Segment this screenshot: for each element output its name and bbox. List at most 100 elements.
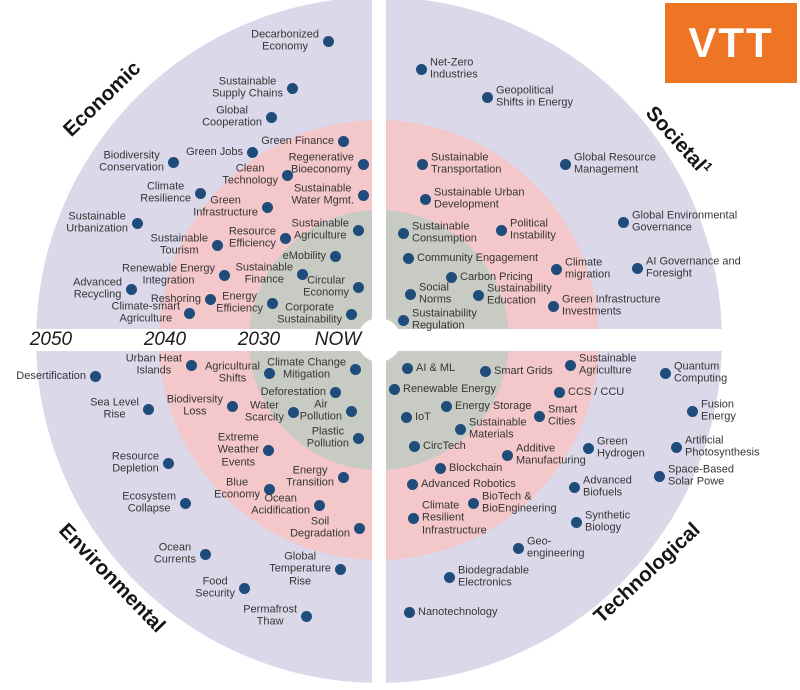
- trend-label: Climate Change Mitigation: [267, 356, 346, 381]
- trend-dot-icon: [329, 250, 341, 262]
- trend-label: Deforestation: [260, 385, 326, 398]
- trend-dot-icon: [406, 478, 418, 490]
- trend-dot-icon: [352, 224, 364, 236]
- trend-label: Regenerative Bioeconomy: [288, 151, 354, 176]
- trend-dot-icon: [352, 432, 364, 444]
- trend-dot-icon: [434, 462, 446, 474]
- trend-label: Green Jobs: [186, 145, 243, 158]
- trend-label: Blockchain: [449, 461, 503, 474]
- trend-dot-icon: [262, 444, 274, 456]
- trend-label: Sustainable Urban Development: [434, 186, 525, 211]
- trend-dot-icon: [407, 512, 419, 524]
- trend-dot-icon: [445, 271, 457, 283]
- trend-label: Climate Resilience: [140, 180, 191, 205]
- trend-label: Water Scarcity: [244, 399, 284, 424]
- trend-dot-icon: [263, 367, 275, 379]
- trend-dot-icon: [287, 406, 299, 418]
- trend-dot-icon: [397, 314, 409, 326]
- trend-dot-icon: [481, 91, 493, 103]
- trend-label: Advanced Robotics: [421, 477, 516, 490]
- trend-label: Agricultural Shifts: [204, 360, 260, 385]
- timeline-label-2030: 2030: [237, 329, 281, 350]
- trend-dot-icon: [401, 362, 413, 374]
- trend-dot-icon: [416, 158, 428, 170]
- trend-label: Sustainable Consumption: [412, 220, 477, 245]
- trend-label: Ocean Acidification: [251, 492, 310, 517]
- trend-dot-icon: [617, 216, 629, 228]
- trend-label: Urban Heat Islands: [125, 352, 182, 377]
- trend-label: Sustainability Education: [487, 282, 552, 307]
- trend-dot-icon: [570, 516, 582, 528]
- trend-dot-icon: [218, 269, 230, 281]
- trend-dot-icon: [337, 471, 349, 483]
- trend-label: Sustainable Supply Chains: [212, 75, 283, 100]
- trend-label: Global Temperature Rise: [269, 550, 331, 588]
- trend-label: Nanotechnology: [418, 605, 498, 618]
- trend-label: Plastic Pollution: [306, 425, 349, 450]
- trend-dot-icon: [400, 411, 412, 423]
- trend-dot-icon: [265, 111, 277, 123]
- center-hub: [357, 318, 401, 362]
- trend-dot-icon: [631, 262, 643, 274]
- trend-label: Climate migration: [565, 256, 611, 281]
- trend-dot-icon: [345, 308, 357, 320]
- trend-dot-icon: [266, 297, 278, 309]
- trend-label: Global Resource Management: [574, 151, 656, 176]
- trend-dot-icon: [659, 367, 671, 379]
- trend-label: Sea Level Rise: [90, 396, 139, 421]
- trend-label: Green Infrastructure Investments: [562, 293, 661, 318]
- trend-label: Blue Economy: [214, 476, 260, 501]
- timeline-label-now: NOW: [314, 329, 362, 350]
- trend-label: Decarbonized Economy: [251, 28, 319, 53]
- trend-label: Community Engagement: [417, 251, 539, 264]
- trend-label: Global Cooperation: [202, 104, 262, 129]
- trend-label: AI & ML: [416, 361, 456, 374]
- trend-label: Desertification: [16, 369, 86, 382]
- trend-dot-icon: [397, 227, 409, 239]
- trend-label: Artificial Photosynthesis: [685, 434, 760, 459]
- trend-dot-icon: [238, 582, 250, 594]
- trend-dot-icon: [443, 571, 455, 583]
- trend-dot-icon: [183, 307, 195, 319]
- trend-dot-icon: [279, 232, 291, 244]
- timeline-label-2040: 2040: [143, 329, 187, 350]
- trend-label: Social Norms: [419, 281, 452, 306]
- trend-label: IoT: [415, 410, 431, 423]
- trend-label: Green Finance: [261, 134, 334, 147]
- trend-dot-icon: [550, 263, 562, 275]
- trend-dot-icon: [89, 370, 101, 382]
- trend-dot-icon: [403, 606, 415, 618]
- trend-label: Sustainable Urbanization: [66, 210, 128, 235]
- trend-dot-icon: [246, 146, 258, 158]
- trend-dot-icon: [300, 610, 312, 622]
- trend-dot-icon: [185, 359, 197, 371]
- trend-dot-icon: [512, 542, 524, 554]
- trend-dot-icon: [162, 457, 174, 469]
- trend-dot-icon: [286, 82, 298, 94]
- trend-label: Sustainable Transportation: [431, 151, 502, 176]
- trend-dot-icon: [472, 289, 484, 301]
- trend-label: Biodegradable Electronics: [458, 564, 529, 589]
- trend-dot-icon: [349, 363, 361, 375]
- trend-dot-icon: [553, 386, 565, 398]
- vtt-logo-text: VTT: [688, 19, 774, 66]
- trend-dot-icon: [142, 403, 154, 415]
- trend-dot-icon: [415, 63, 427, 75]
- trend-dot-icon: [495, 224, 507, 236]
- trend-label: AI Governance and Foresight: [646, 255, 741, 280]
- trend-dot-icon: [388, 383, 400, 395]
- trend-dot-icon: [357, 158, 369, 170]
- trend-label: Air Pollution: [299, 398, 342, 423]
- trend-dot-icon: [404, 288, 416, 300]
- trend-label: Political Instability: [510, 217, 556, 242]
- trend-label: Geo- engineering: [527, 535, 585, 560]
- trend-dot-icon: [263, 483, 275, 495]
- trend-label: Energy Storage: [455, 399, 532, 412]
- trend-label: Soil Degradation: [290, 515, 350, 540]
- trend-label: Renewable Energy: [403, 382, 496, 395]
- trend-dot-icon: [357, 189, 369, 201]
- trend-label: Smart Grids: [494, 364, 553, 377]
- trend-label: Net-Zero Industries: [430, 56, 478, 81]
- trend-label: CCS / CCU: [568, 385, 625, 398]
